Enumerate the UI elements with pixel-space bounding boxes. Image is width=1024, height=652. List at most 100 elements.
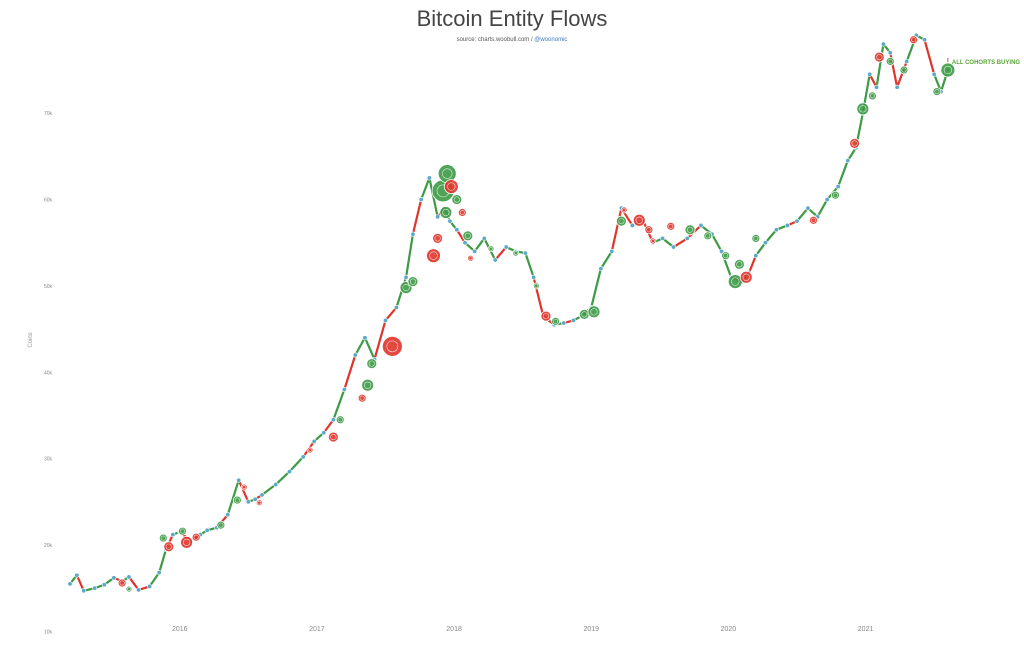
line-point — [341, 387, 347, 393]
source-handle-link[interactable]: @woonomic — [534, 37, 568, 43]
flow-bubble-outer — [439, 206, 453, 219]
flow-bubble — [125, 585, 133, 593]
line-point — [92, 585, 98, 591]
line-point — [671, 244, 677, 250]
flow-bubble-outer — [856, 102, 870, 116]
line-point — [570, 317, 576, 323]
line-point — [225, 512, 231, 518]
flow-bubble-ring — [731, 277, 740, 286]
flow-bubble — [117, 578, 127, 588]
line-segment — [610, 207, 623, 253]
flow-bubble-ring — [832, 192, 838, 198]
line-segment — [354, 336, 367, 357]
line-segment — [373, 319, 387, 361]
flow-bubble-outer — [158, 533, 168, 543]
flow-bubble — [540, 310, 552, 322]
flow-bubble — [885, 56, 895, 66]
flow-bubble — [178, 526, 187, 536]
flow-bubble — [551, 316, 560, 326]
flow-bubble — [426, 248, 441, 264]
flow-bubble — [512, 249, 520, 257]
line-point — [922, 37, 928, 43]
line-point — [170, 532, 176, 538]
flow-bubble — [158, 533, 168, 543]
line-point — [447, 218, 453, 224]
flow-bubble — [467, 254, 474, 262]
flow-bubble-outer — [432, 233, 444, 244]
flow-bubble-outer — [462, 230, 474, 242]
flow-bubble-ring — [513, 251, 518, 256]
flow-bubble — [632, 213, 646, 227]
flow-bubble — [620, 206, 628, 214]
line-point — [503, 244, 509, 250]
line-point — [426, 175, 432, 181]
source-prefix: source: charts.woobull.com / — [456, 37, 533, 43]
flow-bubble-outer — [587, 305, 601, 319]
flow-bubble-ring — [911, 37, 917, 43]
line-segment — [158, 548, 168, 574]
y-tick-label: 20k — [44, 543, 53, 549]
line-segment — [816, 198, 829, 218]
flow-bubble-ring — [934, 89, 940, 95]
flow-bubble — [191, 532, 201, 542]
flow-bubble — [163, 541, 175, 553]
flow-bubble — [849, 138, 861, 149]
line-point — [252, 496, 258, 502]
flow-bubble-ring — [364, 381, 372, 389]
line-point — [74, 572, 80, 578]
flow-bubble-ring — [943, 65, 953, 75]
line-point — [762, 240, 768, 246]
x-tick-label: 2018 — [446, 626, 462, 633]
flow-bubble — [306, 446, 314, 454]
line-point — [410, 231, 416, 237]
line-point — [904, 58, 910, 64]
line-point — [629, 222, 635, 228]
y-tick-label: 30k — [44, 457, 53, 463]
line-segment — [428, 176, 439, 218]
line-point — [880, 41, 886, 47]
x-tick-label: 2016 — [172, 626, 188, 633]
flow-bubble-ring — [489, 246, 494, 251]
line-point — [867, 71, 873, 77]
flow-bubble — [451, 194, 463, 205]
line-point — [462, 240, 468, 246]
flow-bubble-outer — [178, 526, 187, 536]
flow-bubble-outer — [426, 248, 441, 264]
flow-bubble — [830, 190, 840, 200]
flow-bubble-ring — [453, 196, 460, 203]
flow-bubble — [751, 234, 761, 243]
line-segment — [322, 418, 335, 434]
flow-bubble — [703, 231, 713, 241]
y-axis: 10k 20k 30k 40k 50k 60k 70k — [44, 111, 53, 635]
flow-bubble-outer — [117, 578, 127, 588]
flow-bubble — [462, 230, 474, 242]
flow-bubble-outer — [366, 358, 378, 370]
line-segment — [754, 241, 767, 257]
flow-bubble-ring — [635, 216, 643, 224]
flow-bubble-ring — [810, 217, 816, 223]
flow-bubble-ring — [859, 105, 867, 113]
flow-bubble-outer — [216, 520, 226, 530]
flow-bubble — [240, 483, 248, 491]
flow-bubble — [666, 221, 676, 231]
flow-bubble — [649, 237, 657, 245]
line-segment — [875, 42, 885, 89]
bubble-layer — [117, 35, 956, 593]
flow-bubble-outer — [666, 221, 676, 231]
flow-bubble — [899, 65, 909, 75]
flow-bubble-ring — [590, 308, 598, 316]
flow-bubble-outer — [721, 251, 731, 261]
line-point — [522, 250, 528, 256]
line-point — [147, 583, 153, 589]
flow-bubble-ring — [434, 235, 441, 242]
flow-bubble-outer — [361, 378, 375, 392]
flow-bubble-ring — [901, 67, 907, 73]
flow-bubble-ring — [468, 256, 473, 261]
line-point — [492, 257, 498, 263]
line-point — [609, 248, 615, 254]
flow-bubble-outer — [739, 270, 753, 284]
flow-bubble-outer — [540, 310, 552, 322]
flow-bubble-outer — [649, 237, 657, 245]
flow-bubble-ring — [876, 53, 883, 61]
line-point — [101, 582, 107, 588]
